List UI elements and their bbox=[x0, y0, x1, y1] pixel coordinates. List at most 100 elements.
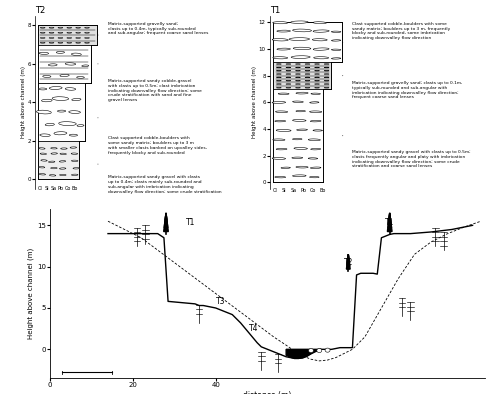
Ellipse shape bbox=[281, 167, 290, 169]
Ellipse shape bbox=[296, 67, 300, 68]
Ellipse shape bbox=[324, 80, 329, 81]
Bar bbox=[38, 83, 85, 141]
Text: T2: T2 bbox=[35, 6, 45, 15]
Ellipse shape bbox=[324, 67, 329, 68]
Ellipse shape bbox=[286, 77, 291, 78]
Text: Si: Si bbox=[44, 186, 49, 191]
Ellipse shape bbox=[50, 148, 57, 149]
Ellipse shape bbox=[277, 48, 290, 50]
Ellipse shape bbox=[51, 153, 58, 154]
Ellipse shape bbox=[84, 42, 89, 43]
Ellipse shape bbox=[48, 64, 57, 66]
Polygon shape bbox=[286, 349, 322, 359]
Ellipse shape bbox=[313, 22, 326, 24]
Ellipse shape bbox=[273, 57, 287, 59]
Polygon shape bbox=[389, 213, 390, 220]
Ellipse shape bbox=[58, 32, 63, 33]
Text: Pb: Pb bbox=[58, 186, 64, 191]
Text: Co: Co bbox=[65, 186, 71, 191]
Text: Clast supported cobble-boulders with some
sandy matrix; boulders up to 3 m, freq: Clast supported cobble-boulders with som… bbox=[352, 22, 451, 40]
Text: Pb: Pb bbox=[300, 188, 306, 193]
Ellipse shape bbox=[276, 67, 281, 68]
Ellipse shape bbox=[42, 76, 51, 77]
Ellipse shape bbox=[58, 122, 76, 126]
Ellipse shape bbox=[67, 42, 71, 43]
Ellipse shape bbox=[286, 87, 291, 88]
Text: Sa: Sa bbox=[51, 186, 57, 191]
Polygon shape bbox=[165, 213, 167, 220]
X-axis label: distance (m): distance (m) bbox=[244, 391, 292, 394]
Polygon shape bbox=[388, 213, 391, 224]
Ellipse shape bbox=[314, 57, 328, 59]
Ellipse shape bbox=[58, 110, 66, 112]
Ellipse shape bbox=[312, 39, 327, 41]
Ellipse shape bbox=[45, 123, 54, 126]
Ellipse shape bbox=[72, 98, 81, 100]
Ellipse shape bbox=[76, 76, 84, 78]
Ellipse shape bbox=[72, 174, 78, 175]
Ellipse shape bbox=[293, 47, 311, 50]
Ellipse shape bbox=[313, 130, 322, 131]
Ellipse shape bbox=[317, 348, 322, 353]
Ellipse shape bbox=[277, 30, 290, 32]
Ellipse shape bbox=[332, 58, 341, 59]
Ellipse shape bbox=[65, 88, 76, 90]
Ellipse shape bbox=[39, 52, 48, 54]
Text: T2: T2 bbox=[344, 258, 354, 267]
Text: Bo: Bo bbox=[320, 188, 326, 193]
Ellipse shape bbox=[73, 167, 80, 169]
Ellipse shape bbox=[296, 87, 300, 88]
Y-axis label: Height above channel (m): Height above channel (m) bbox=[28, 248, 34, 339]
Ellipse shape bbox=[67, 37, 71, 38]
Ellipse shape bbox=[314, 87, 320, 88]
Text: Matrix-supported sandy gravel with clasts up to 0.5m;
clasts frequently angular : Matrix-supported sandy gravel with clast… bbox=[352, 150, 471, 168]
Text: Co: Co bbox=[310, 188, 316, 193]
Text: T1: T1 bbox=[186, 218, 196, 227]
Polygon shape bbox=[388, 213, 392, 228]
Ellipse shape bbox=[49, 32, 54, 33]
Ellipse shape bbox=[308, 139, 320, 141]
Text: Matrix-supported gravelly sand; clasts up to 0.1m,
typically sub-rounded and sub: Matrix-supported gravelly sand; clasts u… bbox=[352, 81, 463, 99]
Polygon shape bbox=[347, 254, 350, 266]
Text: T4: T4 bbox=[249, 324, 258, 333]
Ellipse shape bbox=[40, 32, 45, 33]
Ellipse shape bbox=[72, 160, 78, 162]
Ellipse shape bbox=[52, 97, 68, 100]
Ellipse shape bbox=[292, 157, 302, 158]
Ellipse shape bbox=[84, 27, 89, 28]
Ellipse shape bbox=[272, 39, 288, 41]
Ellipse shape bbox=[84, 37, 89, 38]
Ellipse shape bbox=[40, 37, 45, 38]
Ellipse shape bbox=[39, 148, 45, 149]
Ellipse shape bbox=[278, 93, 289, 95]
Ellipse shape bbox=[296, 80, 300, 81]
Ellipse shape bbox=[82, 65, 88, 67]
Text: Clast supported cobble-boulders with
some sandy matrix; boulders up to 3 m
with : Clast supported cobble-boulders with som… bbox=[108, 136, 206, 154]
Ellipse shape bbox=[40, 27, 45, 28]
Ellipse shape bbox=[60, 148, 67, 149]
Ellipse shape bbox=[68, 111, 80, 113]
Text: T1: T1 bbox=[270, 6, 280, 15]
Ellipse shape bbox=[50, 87, 62, 89]
Ellipse shape bbox=[296, 166, 308, 168]
Ellipse shape bbox=[314, 80, 320, 81]
Text: Cl: Cl bbox=[272, 188, 277, 193]
Ellipse shape bbox=[296, 92, 308, 94]
Text: Matrix-supported sandy gravel with clasts
up to 0.4m; clasts mainly sub-rounded : Matrix-supported sandy gravel with clast… bbox=[108, 175, 221, 194]
Ellipse shape bbox=[60, 153, 66, 154]
Ellipse shape bbox=[325, 348, 330, 352]
Ellipse shape bbox=[72, 53, 82, 56]
Ellipse shape bbox=[324, 77, 329, 78]
Ellipse shape bbox=[58, 37, 63, 38]
Text: T1: T1 bbox=[385, 218, 394, 227]
Polygon shape bbox=[164, 213, 168, 224]
Ellipse shape bbox=[275, 177, 285, 178]
Ellipse shape bbox=[272, 102, 285, 103]
Ellipse shape bbox=[272, 158, 285, 160]
Ellipse shape bbox=[292, 29, 312, 32]
Ellipse shape bbox=[54, 132, 67, 135]
Ellipse shape bbox=[49, 37, 54, 38]
Ellipse shape bbox=[58, 42, 63, 43]
Text: Matrix-supported gravelly sand;
clasts up to 0.4m, typically sub-rounded
and sub: Matrix-supported gravelly sand; clasts u… bbox=[108, 22, 208, 35]
Ellipse shape bbox=[40, 173, 46, 175]
